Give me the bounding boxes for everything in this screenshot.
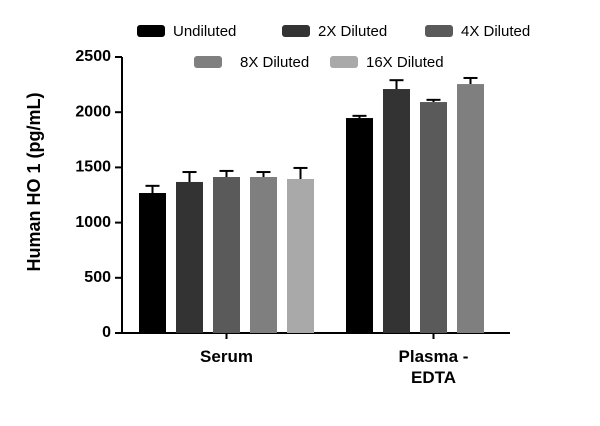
bar bbox=[420, 102, 447, 333]
bar bbox=[139, 193, 166, 333]
legend-label: 8X Diluted bbox=[240, 54, 309, 71]
y-tick-label: 2000 bbox=[75, 103, 111, 120]
y-tick-label: 1000 bbox=[75, 214, 111, 231]
legend-swatch bbox=[425, 25, 453, 37]
y-axis-title: Human HO 1 (pg/mL) bbox=[24, 92, 44, 271]
legend-swatch bbox=[282, 25, 310, 37]
legend-label: 16X Diluted bbox=[366, 54, 444, 71]
y-tick-label: 0 bbox=[102, 324, 111, 341]
bar bbox=[250, 177, 277, 333]
bar bbox=[346, 118, 373, 333]
bar bbox=[457, 84, 484, 333]
legend-label: 2X Diluted bbox=[318, 23, 387, 40]
legend-swatch bbox=[194, 56, 222, 68]
legend-label: Undiluted bbox=[173, 23, 236, 40]
legend-label: 4X Diluted bbox=[461, 23, 530, 40]
y-tick-label: 1500 bbox=[75, 159, 111, 176]
x-tick-label: Plasma - EDTA bbox=[398, 347, 469, 387]
legend-swatch bbox=[137, 25, 165, 37]
x-tick-label: Serum bbox=[200, 347, 253, 366]
bar bbox=[287, 178, 314, 333]
legend-swatch bbox=[330, 56, 358, 68]
bar bbox=[176, 181, 203, 333]
y-tick-label: 500 bbox=[84, 269, 111, 286]
bar bbox=[213, 177, 240, 333]
y-tick-label: 2500 bbox=[75, 48, 111, 65]
bar bbox=[383, 89, 410, 334]
